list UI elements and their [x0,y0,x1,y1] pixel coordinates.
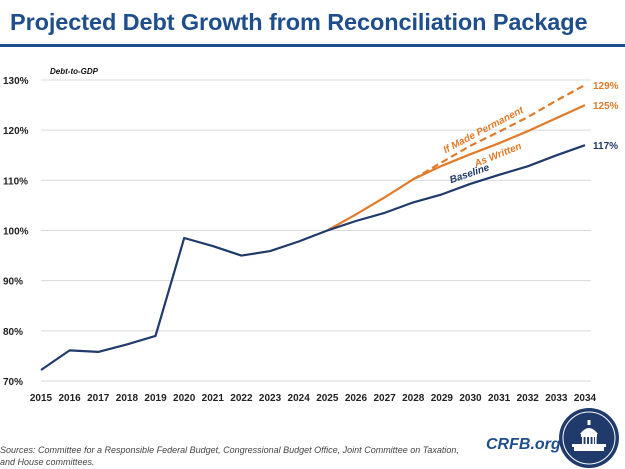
y-tick-label: 70% [3,377,23,388]
capitol-seal-logo [559,408,619,468]
x-tick-label: 2029 [431,393,454,404]
series-label-baseline: Baseline [448,162,491,186]
x-tick-label: 2019 [144,393,167,404]
x-tick-label: 2025 [316,393,339,404]
x-tick-label: 2024 [288,393,311,404]
series-line-as-written [326,104,586,232]
debt-chart: 70% 80% 90% 100% 110% 120% 130% Debt-to-GDP 2015… [3,67,619,404]
x-tick-label: 2021 [202,393,225,404]
x-tick-label: 2033 [545,393,568,404]
page-title: Projected Debt Growth from Reconciliatio… [10,9,588,35]
x-tick-label: 2028 [402,393,425,404]
x-tick-label: 2018 [116,393,139,404]
title-divider [0,44,625,47]
x-tick-label: 2031 [488,393,511,404]
x-tick-label: 2030 [459,393,482,404]
x-tick-label: 2023 [259,393,282,404]
x-tick-label: 2022 [230,393,253,404]
x-tick-label: 2032 [517,393,540,404]
sources-note: Sources: Committee for a Responsible Fed… [0,445,459,467]
y-tick-label: 80% [3,327,23,338]
x-tick-label: 2015 [30,393,53,404]
capitol-icon [572,420,606,451]
title-bar: Projected Debt Growth from Reconciliatio… [0,0,625,44]
end-value-label: 117% [593,141,618,152]
y-tick-label: 120% [3,126,29,137]
brand-name[interactable]: CRFB.org [486,436,561,453]
x-tick-label: 2017 [87,393,110,404]
x-tick-label: 2026 [345,393,368,404]
seal-inner-ring [562,411,616,465]
y-tick-label: 130% [3,76,29,87]
y-axis-title: Debt-to-GDP [50,67,99,76]
end-value-label: 125% [593,101,619,112]
x-tick-label: 2034 [574,393,597,404]
x-tick-label: 2020 [173,393,196,404]
x-tick-label: 2027 [373,393,396,404]
y-tick-label: 100% [3,227,29,238]
series-line-if-made-permanent [412,84,586,181]
end-value-label: 129% [593,81,619,92]
series-line-baseline [40,144,586,371]
y-tick-label: 90% [3,277,23,288]
x-tick-label: 2016 [59,393,82,404]
y-tick-label: 110% [3,176,28,187]
